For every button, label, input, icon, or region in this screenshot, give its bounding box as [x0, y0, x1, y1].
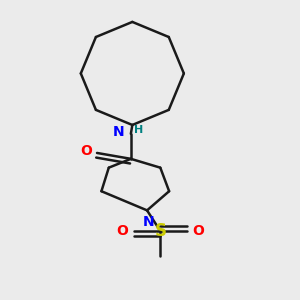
Text: S: S [154, 222, 166, 240]
Text: O: O [116, 224, 128, 238]
Text: N: N [113, 125, 124, 139]
Text: O: O [80, 145, 92, 158]
Text: N: N [143, 215, 154, 229]
Text: H: H [134, 125, 143, 135]
Text: O: O [193, 224, 205, 238]
